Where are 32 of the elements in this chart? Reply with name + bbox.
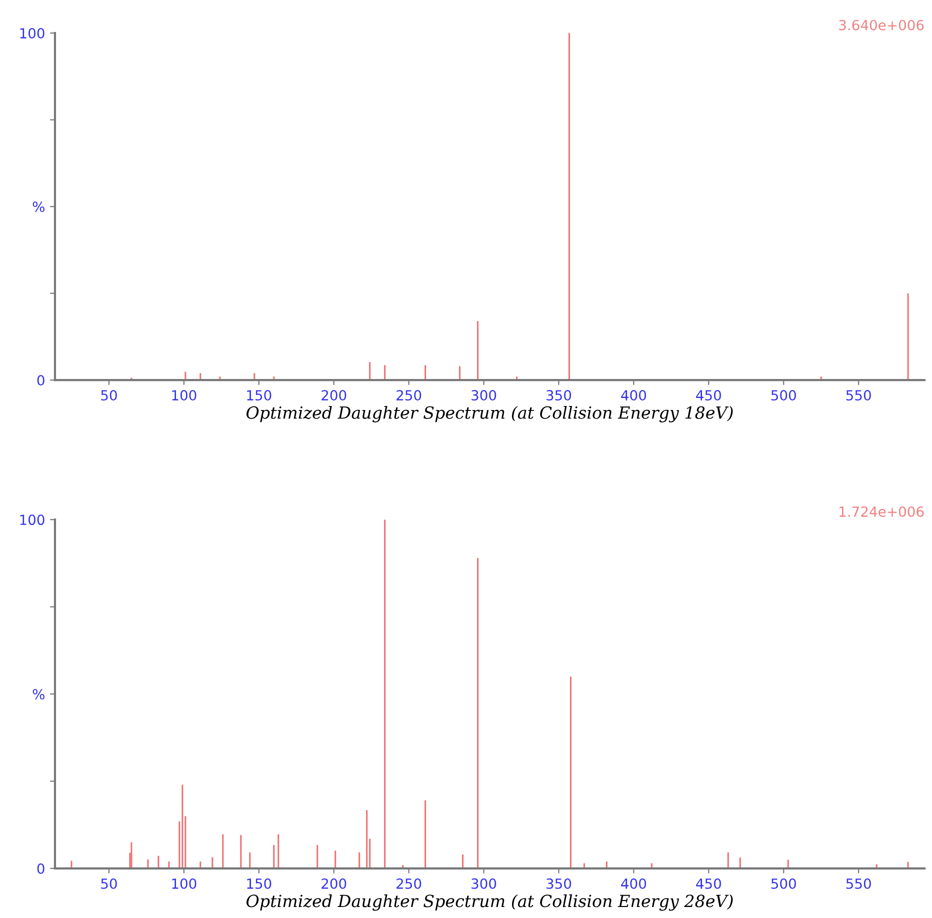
- y-tick-label: %: [32, 688, 44, 700]
- x-tick-label: 350: [546, 878, 572, 889]
- x-tick-label: 150: [247, 390, 272, 401]
- x-tick-label: 200: [322, 878, 346, 889]
- y-tick-label: 100: [20, 28, 44, 39]
- x-tick-label: 350: [546, 390, 572, 401]
- x-tick-label: 50: [101, 878, 117, 889]
- x-tick-label: 300: [472, 878, 496, 889]
- x-tick-label: 100: [172, 390, 196, 401]
- y-tick-label: 0: [37, 375, 44, 386]
- x-tick-label: 250: [396, 878, 422, 889]
- x-tick-label: 550: [846, 390, 871, 401]
- y-tick-label: %: [32, 202, 44, 212]
- y-tick-label: 0: [37, 863, 44, 874]
- x-tick-label: 300: [472, 390, 496, 401]
- x-tick-label: 100: [172, 878, 196, 889]
- text: 1.724e+006: [840, 506, 924, 517]
- x-tick-label: 200: [322, 390, 346, 401]
- x-tick-label: 450: [696, 878, 721, 889]
- y-tick-label: 100: [20, 514, 44, 526]
- x-tick-label: 50: [101, 390, 117, 401]
- x-tick-label: 450: [696, 390, 721, 401]
- x-tick-label: 150: [247, 878, 272, 889]
- x-tick-label: 400: [621, 390, 646, 401]
- text: 3.640e+006: [839, 20, 924, 30]
- x-tick-label: 550: [846, 878, 871, 889]
- x-tick-label: 250: [396, 390, 422, 401]
- x-tick-label: 500: [771, 390, 796, 401]
- x-axis-title: Optimized Daughter Spectrum (at Collision Energy 28eV): [246, 894, 733, 911]
- x-tick-label: 400: [621, 878, 646, 889]
- x-tick-label: 500: [771, 878, 796, 889]
- x-axis-title: Optimized Daughter Spectrum (at Collision Energy 18eV): [246, 406, 733, 422]
